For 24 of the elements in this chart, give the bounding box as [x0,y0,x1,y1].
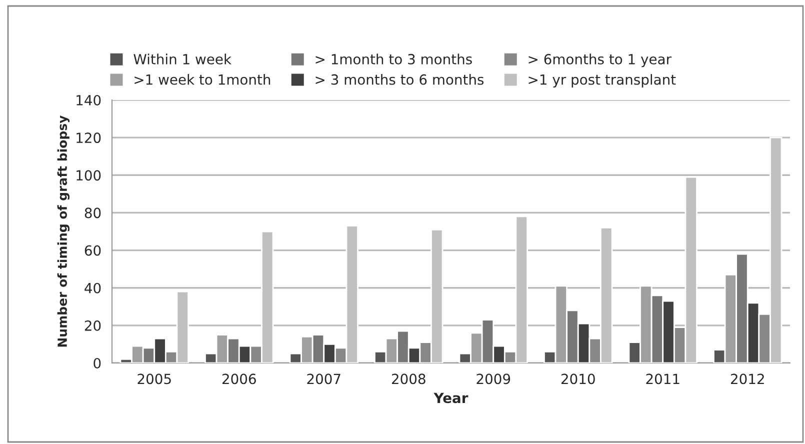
y-tick-label: 40 [84,282,101,294]
y-tick-label: 120 [76,132,101,144]
x-tick-label: 2005 [138,374,171,384]
legend-label: >1 yr post transplant [528,74,676,88]
legend-label: > 6months to 1 year [528,54,672,68]
y-tick-label: 100 [76,170,101,181]
x-tick-label: 2010 [561,374,595,384]
y-tick-label: 0 [94,358,101,368]
y-tick-label: 60 [84,245,101,256]
legend-label: >1 week to 1month [134,74,270,85]
x-tick-label: 2008 [392,374,426,384]
y-tick-label: 140 [76,94,101,106]
x-tick-label: 2011 [646,374,680,384]
y-tick-label: 20 [84,320,101,331]
x-tick-label: 2009 [476,374,510,384]
x-tick-label: 2006 [222,374,256,384]
x-axis-title: Year [434,392,468,404]
x-tick-label: 2012 [730,374,764,384]
legend-label: > 3 months to 6 months [316,74,484,85]
legend-label: Within 1 week [134,54,232,64]
x-tick-label: 2007 [307,374,340,384]
y-tick-label: 80 [84,208,101,218]
y-axis-title: Number of timing of graft biopsy [57,115,70,347]
legend-label: > 1month to 3 months [316,54,472,64]
